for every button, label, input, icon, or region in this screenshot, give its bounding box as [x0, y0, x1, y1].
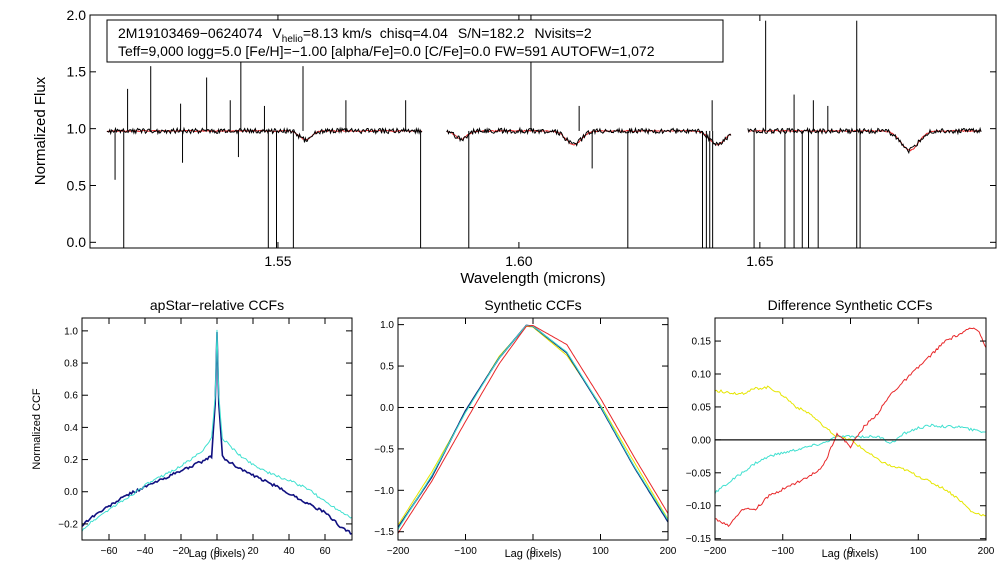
difference-ccf-plot-area [715, 327, 986, 528]
x-tick-label: 200 [660, 546, 677, 557]
y-tick-label: 0.0 [380, 403, 394, 414]
y-tick-label: 1.0 [380, 320, 394, 331]
synthetic-ccf-plot-area [398, 324, 668, 534]
synthetic-ccf-title: Synthetic CCFs [484, 297, 581, 313]
diff-red-line [715, 327, 986, 528]
synth-cyan-line [398, 324, 668, 530]
apstar-ccf-title: apStar−relative CCFs [150, 297, 284, 313]
y-tick-label: 0.2 [64, 455, 78, 466]
chisq-value: chisq=4.04 [380, 25, 448, 41]
spectrum-ylabel: Normalized Flux [32, 76, 49, 185]
info-box-frame [106, 19, 724, 63]
x-tick-label: 0 [214, 546, 220, 557]
x-tick-label: −200 [704, 546, 727, 557]
apstar-ccf-plot-area [82, 329, 352, 535]
y-tick-label: 1.0 [67, 121, 87, 137]
spectrum-panel: 1.55 1.60 1.65 0.0 0.5 1.0 1.5 2.0 2M19103469−0… [32, 7, 997, 287]
x-tick-label: 200 [978, 546, 995, 557]
info-line-1: 2M19103469−0624074 Vhelio=8.13 km/s chisq=… [118, 25, 592, 45]
x-tick-label: 100 [910, 546, 927, 557]
difference-ccf-axes: −200 −100 0 100 200 −0.15 −0.10 −0.05 0.00 0.05 0.… [686, 318, 995, 557]
synthetic-ccf-axes: −200 −100 0 100 200 −1.5 −1.0 −0.5 0.0 0.5 1.0 [374, 318, 677, 557]
x-tick-label: −200 [387, 546, 410, 557]
spectrum-frame [89, 14, 997, 249]
x-tick-label: −40 [137, 546, 154, 557]
x-tick-label: 1.60 [505, 253, 532, 269]
apstar-ccf-ylabel: Normalized CCF [31, 388, 43, 470]
observed-spectrum-line [446, 126, 732, 147]
y-tick-label: 0.00 [692, 435, 712, 446]
x-tick-label: 1.65 [746, 253, 773, 269]
diff-yellow-line [715, 385, 986, 517]
y-tick-label: 0.0 [64, 487, 78, 498]
y-tick-label: −0.15 [686, 534, 712, 545]
x-tick-label: 0 [530, 546, 536, 557]
spectrum-series [106, 15, 982, 248]
observed-spectrum-line [106, 126, 423, 143]
y-tick-label: −1.0 [374, 486, 394, 497]
star-id: 2M19103469−0624074 [118, 25, 263, 41]
y-tick-label: 0.05 [692, 402, 712, 413]
x-tick-label: −60 [101, 546, 118, 557]
spectrum-xlabel: Wavelength (microns) [460, 270, 605, 287]
y-tick-label: 0.5 [67, 177, 87, 193]
difference-ccf-title: Difference Synthetic CCFs [768, 297, 933, 313]
y-tick-label: 0.4 [64, 423, 78, 434]
y-tick-label: −0.10 [686, 501, 712, 512]
synthetic-ccf-panel: Synthetic CCFs −200 −100 0 100 200 −1.5 −1.0 −0… [374, 297, 677, 560]
y-tick-label: 0.15 [692, 337, 712, 348]
observed-spectrum-line [747, 126, 982, 155]
x-tick-label: 0 [848, 546, 854, 557]
x-tick-label: 1.55 [264, 253, 291, 269]
info-line-2: Teff=9,000 logg=5.0 [Fe/H]=−1.00 [alpha/… [118, 43, 655, 59]
apstar-ccf-panel: apStar−relative CCFs −60 −40 −20 0 20 40 60 −0.… [31, 297, 353, 560]
x-tick-label: 60 [319, 546, 331, 557]
apstar-ccf-axes: −60 −40 −20 0 20 40 60 −0.2 0.0 0.2 0.4 0.6 0.8 1.0 [58, 318, 352, 557]
series-group [82, 329, 352, 535]
y-tick-label: 0.5 [380, 362, 394, 373]
signal-to-noise: S/N=182.2 [458, 25, 525, 41]
x-tick-label: −100 [771, 546, 794, 557]
visit-2-line [82, 329, 352, 532]
vhelio-value: =8.13 km/s [303, 25, 372, 41]
y-tick-label: −0.5 [374, 444, 394, 455]
difference-ccf-panel: Difference Synthetic CCFs −200 −100 0 100 20… [686, 297, 995, 560]
apstar-ccf-xlabel: Lag (pixels) [189, 548, 246, 560]
vhelio-subscript: helio [282, 34, 304, 45]
y-tick-label: 0.6 [64, 391, 78, 402]
y-tick-label: 0.8 [64, 359, 78, 370]
x-tick-label: 20 [247, 546, 259, 557]
y-tick-label: 1.0 [64, 326, 78, 337]
vhelio-symbol: V [272, 25, 282, 41]
series-group [715, 327, 986, 528]
x-tick-label: 100 [592, 546, 609, 557]
y-tick-label: 0.0 [67, 234, 87, 250]
x-tick-label: −100 [454, 546, 477, 557]
x-tick-label: −20 [173, 546, 190, 557]
synthetic-ccf-xlabel: Lag (pixels) [505, 548, 562, 560]
y-tick-label: −0.2 [58, 519, 78, 530]
y-tick-label: 0.10 [692, 369, 712, 380]
spectrum-info-box: 2M19103469−0624074 Vhelio=8.13 km/s chisq=… [106, 19, 724, 63]
diff-cyan-line [715, 423, 986, 495]
spectrum-axes: 1.55 1.60 1.65 0.0 0.5 1.0 1.5 2.0 [67, 7, 996, 269]
synth-red-line [398, 324, 668, 534]
series-group [398, 324, 668, 534]
nvisits-value: Nvisits=2 [534, 25, 591, 41]
y-tick-label: −0.05 [686, 468, 712, 479]
y-tick-label: −1.5 [374, 527, 394, 538]
y-tick-label: 2.0 [67, 7, 87, 23]
x-tick-label: 40 [283, 546, 295, 557]
y-tick-label: 1.5 [67, 64, 87, 80]
spectrum-plot-area [106, 15, 982, 248]
difference-ccf-xlabel: Lag (pixels) [822, 548, 879, 560]
